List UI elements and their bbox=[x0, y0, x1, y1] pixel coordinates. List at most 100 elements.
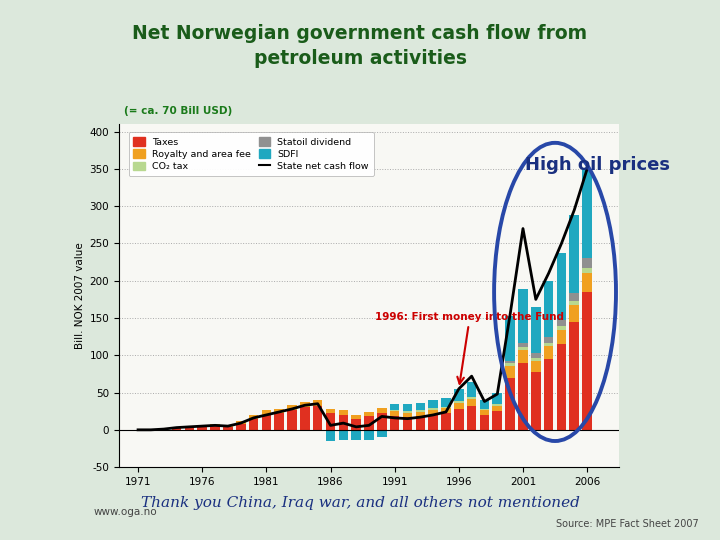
Bar bbox=[338, 415, 348, 430]
Text: 1996: First money into the Fund: 1996: First money into the Fund bbox=[375, 312, 564, 384]
Bar bbox=[454, 401, 464, 403]
Bar bbox=[570, 293, 579, 301]
Bar bbox=[492, 393, 502, 404]
Bar bbox=[415, 412, 425, 416]
Bar bbox=[454, 389, 464, 401]
Bar bbox=[313, 400, 323, 406]
Text: www.oga.no: www.oga.no bbox=[94, 507, 157, 517]
Bar bbox=[441, 408, 451, 414]
Bar bbox=[325, 414, 336, 430]
Bar bbox=[390, 404, 400, 410]
Bar bbox=[544, 342, 554, 346]
Bar bbox=[377, 414, 387, 430]
Bar bbox=[570, 305, 579, 322]
Bar bbox=[338, 410, 348, 415]
Bar bbox=[248, 418, 258, 430]
Bar bbox=[505, 363, 515, 367]
Bar bbox=[428, 408, 438, 410]
Bar bbox=[261, 410, 271, 415]
Bar bbox=[197, 426, 207, 427]
Bar bbox=[570, 215, 579, 293]
Bar bbox=[582, 273, 592, 292]
Bar bbox=[544, 346, 554, 359]
Bar bbox=[351, 430, 361, 440]
Bar bbox=[274, 414, 284, 430]
Bar bbox=[492, 411, 502, 430]
Bar bbox=[518, 342, 528, 347]
Bar bbox=[467, 406, 477, 430]
Bar bbox=[377, 430, 387, 436]
Bar bbox=[518, 347, 528, 350]
Bar bbox=[570, 301, 579, 305]
Bar bbox=[531, 372, 541, 430]
Bar bbox=[197, 427, 207, 430]
Bar bbox=[210, 424, 220, 426]
Bar bbox=[467, 382, 477, 397]
Bar bbox=[236, 424, 246, 430]
Bar bbox=[531, 307, 541, 353]
Bar bbox=[454, 403, 464, 409]
Bar bbox=[390, 411, 400, 416]
Bar bbox=[325, 409, 336, 414]
Bar bbox=[570, 322, 579, 430]
Bar bbox=[454, 409, 464, 430]
Bar bbox=[582, 258, 592, 268]
Bar bbox=[402, 411, 413, 413]
Text: Source: MPE Fact Sheet 2007: Source: MPE Fact Sheet 2007 bbox=[556, 519, 698, 529]
Bar bbox=[172, 428, 181, 430]
Bar bbox=[441, 407, 451, 408]
Bar bbox=[223, 427, 233, 430]
Bar bbox=[351, 418, 361, 430]
Bar bbox=[313, 406, 323, 430]
Bar bbox=[441, 414, 451, 430]
Bar bbox=[287, 410, 297, 430]
Bar bbox=[582, 169, 592, 258]
Bar bbox=[582, 292, 592, 430]
Bar bbox=[480, 410, 490, 415]
Bar bbox=[415, 410, 425, 412]
Bar bbox=[325, 430, 336, 441]
Y-axis label: Bill. NOK 2007 value: Bill. NOK 2007 value bbox=[75, 242, 85, 349]
Bar bbox=[300, 408, 310, 430]
Bar bbox=[287, 405, 297, 410]
Bar bbox=[518, 289, 528, 342]
Bar bbox=[236, 421, 246, 424]
Bar bbox=[428, 400, 438, 408]
Bar bbox=[480, 409, 490, 410]
Bar bbox=[351, 415, 361, 419]
Text: Net Norwegian government cash flow from: Net Norwegian government cash flow from bbox=[132, 24, 588, 43]
Bar bbox=[518, 350, 528, 363]
Bar bbox=[184, 426, 194, 428]
Bar bbox=[390, 416, 400, 430]
Bar bbox=[364, 416, 374, 430]
Bar bbox=[505, 361, 515, 363]
Bar bbox=[364, 412, 374, 416]
Bar bbox=[428, 415, 438, 430]
Bar bbox=[467, 399, 477, 406]
Bar bbox=[557, 344, 566, 430]
Bar bbox=[223, 424, 233, 427]
Bar bbox=[402, 413, 413, 417]
Bar bbox=[467, 397, 477, 399]
Bar bbox=[184, 428, 194, 430]
Bar bbox=[505, 367, 515, 377]
Bar bbox=[492, 404, 502, 406]
Text: Thank you China, Iraq war, and all others not mentioned: Thank you China, Iraq war, and all other… bbox=[140, 496, 580, 510]
Bar bbox=[415, 416, 425, 430]
Bar bbox=[518, 363, 528, 430]
Bar bbox=[557, 326, 566, 330]
Bar bbox=[531, 357, 541, 361]
Bar bbox=[557, 320, 566, 326]
Bar bbox=[531, 353, 541, 357]
Bar bbox=[364, 430, 374, 440]
Bar bbox=[415, 403, 425, 410]
Text: petroleum activities: petroleum activities bbox=[253, 49, 467, 68]
Bar bbox=[402, 417, 413, 430]
Bar bbox=[300, 402, 310, 408]
Bar bbox=[377, 408, 387, 414]
Text: High oil prices: High oil prices bbox=[525, 156, 670, 174]
Bar bbox=[557, 330, 566, 344]
Bar bbox=[544, 281, 554, 338]
Bar bbox=[505, 377, 515, 430]
Bar bbox=[261, 415, 271, 430]
